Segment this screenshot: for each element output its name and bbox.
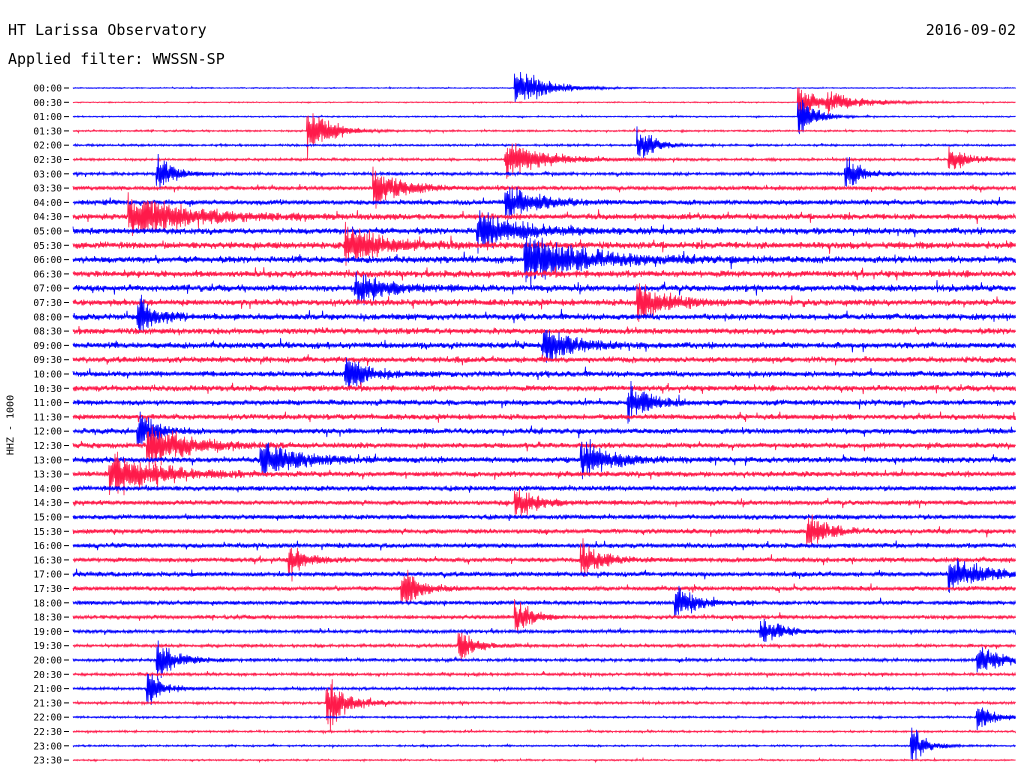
- seismic-trace: [72, 411, 1016, 446]
- seismic-trace: [72, 540, 1016, 551]
- seismic-trace: [72, 538, 1016, 582]
- seismic-trace: [72, 671, 1016, 678]
- seismic-trace: [72, 439, 1016, 480]
- time-tick-label: 21:00: [33, 684, 62, 695]
- seismic-trace: [72, 728, 1016, 735]
- seismic-trace: [72, 357, 1016, 391]
- time-tick-label: 06:00: [33, 255, 62, 266]
- seismic-trace: [72, 294, 1016, 334]
- time-tick-label: 13:30: [33, 470, 62, 481]
- seismic-trace: [72, 426, 1016, 470]
- seismic-trace: [72, 382, 1016, 395]
- time-tick-label: 22:30: [33, 727, 62, 738]
- seismic-trace: [72, 271, 1016, 306]
- seismic-trace: [72, 236, 1016, 290]
- seismic-trace: [72, 411, 1016, 423]
- seismic-trace: [72, 325, 1016, 336]
- time-tick-label: 09:30: [33, 355, 62, 366]
- seismic-trace: [72, 380, 1016, 424]
- seismic-trace: [72, 756, 1016, 764]
- seismic-trace: [72, 153, 1016, 190]
- time-tick-label: 22:00: [33, 713, 62, 724]
- seismic-trace: [72, 727, 1016, 761]
- seismic-trace: [72, 484, 1016, 493]
- time-tick-label: 12:30: [33, 441, 62, 452]
- observatory-title: HT Larissa Observatory: [8, 21, 207, 39]
- time-tick-label: 16:30: [33, 555, 62, 566]
- time-tick-label: 06:30: [33, 269, 62, 280]
- time-tick-label: 17:00: [33, 570, 62, 581]
- seismic-trace: [72, 143, 1016, 179]
- time-tick-label: 18:30: [33, 613, 62, 624]
- time-tick-label: 09:00: [33, 341, 62, 352]
- seismic-trace: [72, 87, 1016, 123]
- seismic-trace: [72, 113, 1016, 161]
- seismic-trace: [72, 707, 1016, 731]
- time-tick-label: 10:00: [33, 370, 62, 381]
- seismic-trace: [72, 673, 1016, 705]
- time-tick-label: 07:30: [33, 298, 62, 309]
- time-tick-label: 07:00: [33, 284, 62, 295]
- seismic-trace: [72, 679, 1016, 732]
- time-tick-label: 08:00: [33, 312, 62, 323]
- time-tick-label: 11:30: [33, 412, 62, 423]
- time-tick-label: 01:00: [33, 112, 62, 123]
- seismic-trace: [72, 266, 1016, 281]
- seismic-trace: [72, 354, 1016, 366]
- seismic-trace: [72, 329, 1016, 363]
- time-tick-label: 20:00: [33, 656, 62, 667]
- time-tick-label: 05:00: [33, 227, 62, 238]
- seismic-trace: [72, 632, 1016, 662]
- seismic-trace: [72, 283, 1016, 322]
- time-tick-label: 05:30: [33, 241, 62, 252]
- seismic-trace: [72, 513, 1016, 522]
- seismic-trace: [72, 71, 1016, 103]
- time-tick-label: 19:30: [33, 641, 62, 652]
- seismic-trace: [72, 569, 1016, 604]
- time-tick-label: 15:30: [33, 527, 62, 538]
- seismic-trace: [72, 186, 1016, 219]
- time-tick-label: 03:00: [33, 169, 62, 180]
- time-tick-label: 08:30: [33, 327, 62, 338]
- seismic-trace: [72, 514, 1016, 547]
- time-tick-label: 14:00: [33, 484, 62, 495]
- time-tick-label: 18:00: [33, 598, 62, 609]
- time-tick-label: 13:00: [33, 455, 62, 466]
- seismic-trace: [72, 210, 1016, 254]
- time-tick-label: 16:00: [33, 541, 62, 552]
- time-tick-label: 15:00: [33, 513, 62, 524]
- time-tick-label: 17:30: [33, 584, 62, 595]
- time-tick-label: 23:30: [33, 756, 62, 767]
- seismic-trace: [72, 618, 1016, 642]
- time-tick-label: 04:30: [33, 212, 62, 223]
- record-date: 2016-09-02: [925, 21, 1016, 39]
- time-tick-label: 10:30: [33, 384, 62, 395]
- time-tick-label: 03:30: [33, 184, 62, 195]
- seismic-trace: [72, 640, 1016, 681]
- seismic-trace: [72, 166, 1016, 209]
- seismic-trace: [72, 192, 1016, 237]
- time-tick-label: 02:00: [33, 141, 62, 152]
- time-tick-label: 12:00: [33, 427, 62, 438]
- seismic-trace: [72, 99, 1016, 135]
- time-tick-label: 20:30: [33, 670, 62, 681]
- filter-label: Applied filter: WWSSN-SP: [8, 50, 225, 68]
- seismic-trace: [72, 558, 1016, 593]
- time-tick-label: 02:30: [33, 155, 62, 166]
- time-tick-label: 19:00: [33, 627, 62, 638]
- time-tick-label: 23:00: [33, 741, 62, 752]
- seismic-trace: [72, 451, 1016, 496]
- time-tick-label: 01:30: [33, 126, 62, 137]
- seismic-trace: [72, 126, 1016, 158]
- time-tick-label: 00:30: [33, 98, 62, 109]
- seismic-trace: [72, 488, 1016, 517]
- time-tick-label: 04:00: [33, 198, 62, 209]
- time-tick-label: 14:30: [33, 498, 62, 509]
- seismic-trace: [72, 599, 1016, 634]
- time-tick-label: 21:30: [33, 698, 62, 709]
- time-tick-label: 00:00: [33, 84, 62, 95]
- seismic-trace: [72, 585, 1016, 618]
- time-tick-label: 11:00: [33, 398, 62, 409]
